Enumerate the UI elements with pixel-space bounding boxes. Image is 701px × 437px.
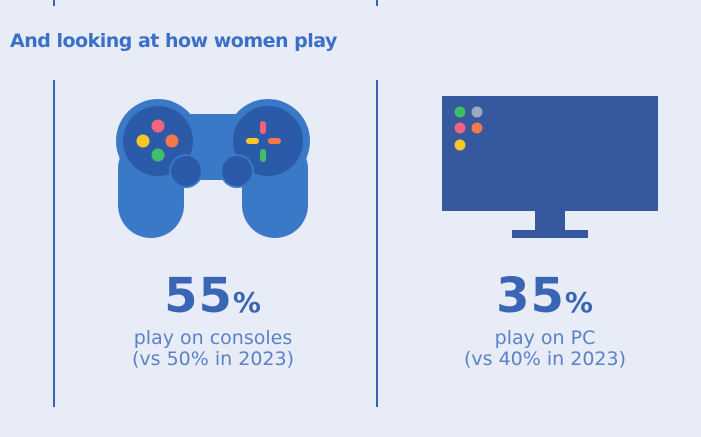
- pc-percent-sign: %: [564, 286, 594, 319]
- divider-top-right: [376, 0, 378, 6]
- console-comparison: (vs 50% in 2023): [132, 348, 294, 370]
- section-heading: And looking at how women play: [10, 30, 337, 52]
- divider-left: [53, 80, 55, 407]
- console-label: play on consoles: [133, 327, 293, 349]
- console-percent: 55%: [93, 271, 333, 328]
- pc-comparison: (vs 40% in 2023): [464, 348, 626, 370]
- divider-top-left: [53, 0, 55, 6]
- pc-percent: 35%: [425, 271, 665, 328]
- monitor-icon: [442, 96, 658, 238]
- console-value: 55: [164, 268, 233, 324]
- pc-value: 35: [496, 268, 565, 324]
- pc-label: play on PC: [494, 327, 596, 349]
- gamepad-icon: [116, 99, 310, 238]
- console-percent-sign: %: [232, 286, 262, 319]
- console-stat: 55% play on consoles (vs 50% in 2023): [93, 271, 333, 370]
- pc-stat: 35% play on PC (vs 40% in 2023): [425, 271, 665, 370]
- divider-middle: [376, 80, 378, 407]
